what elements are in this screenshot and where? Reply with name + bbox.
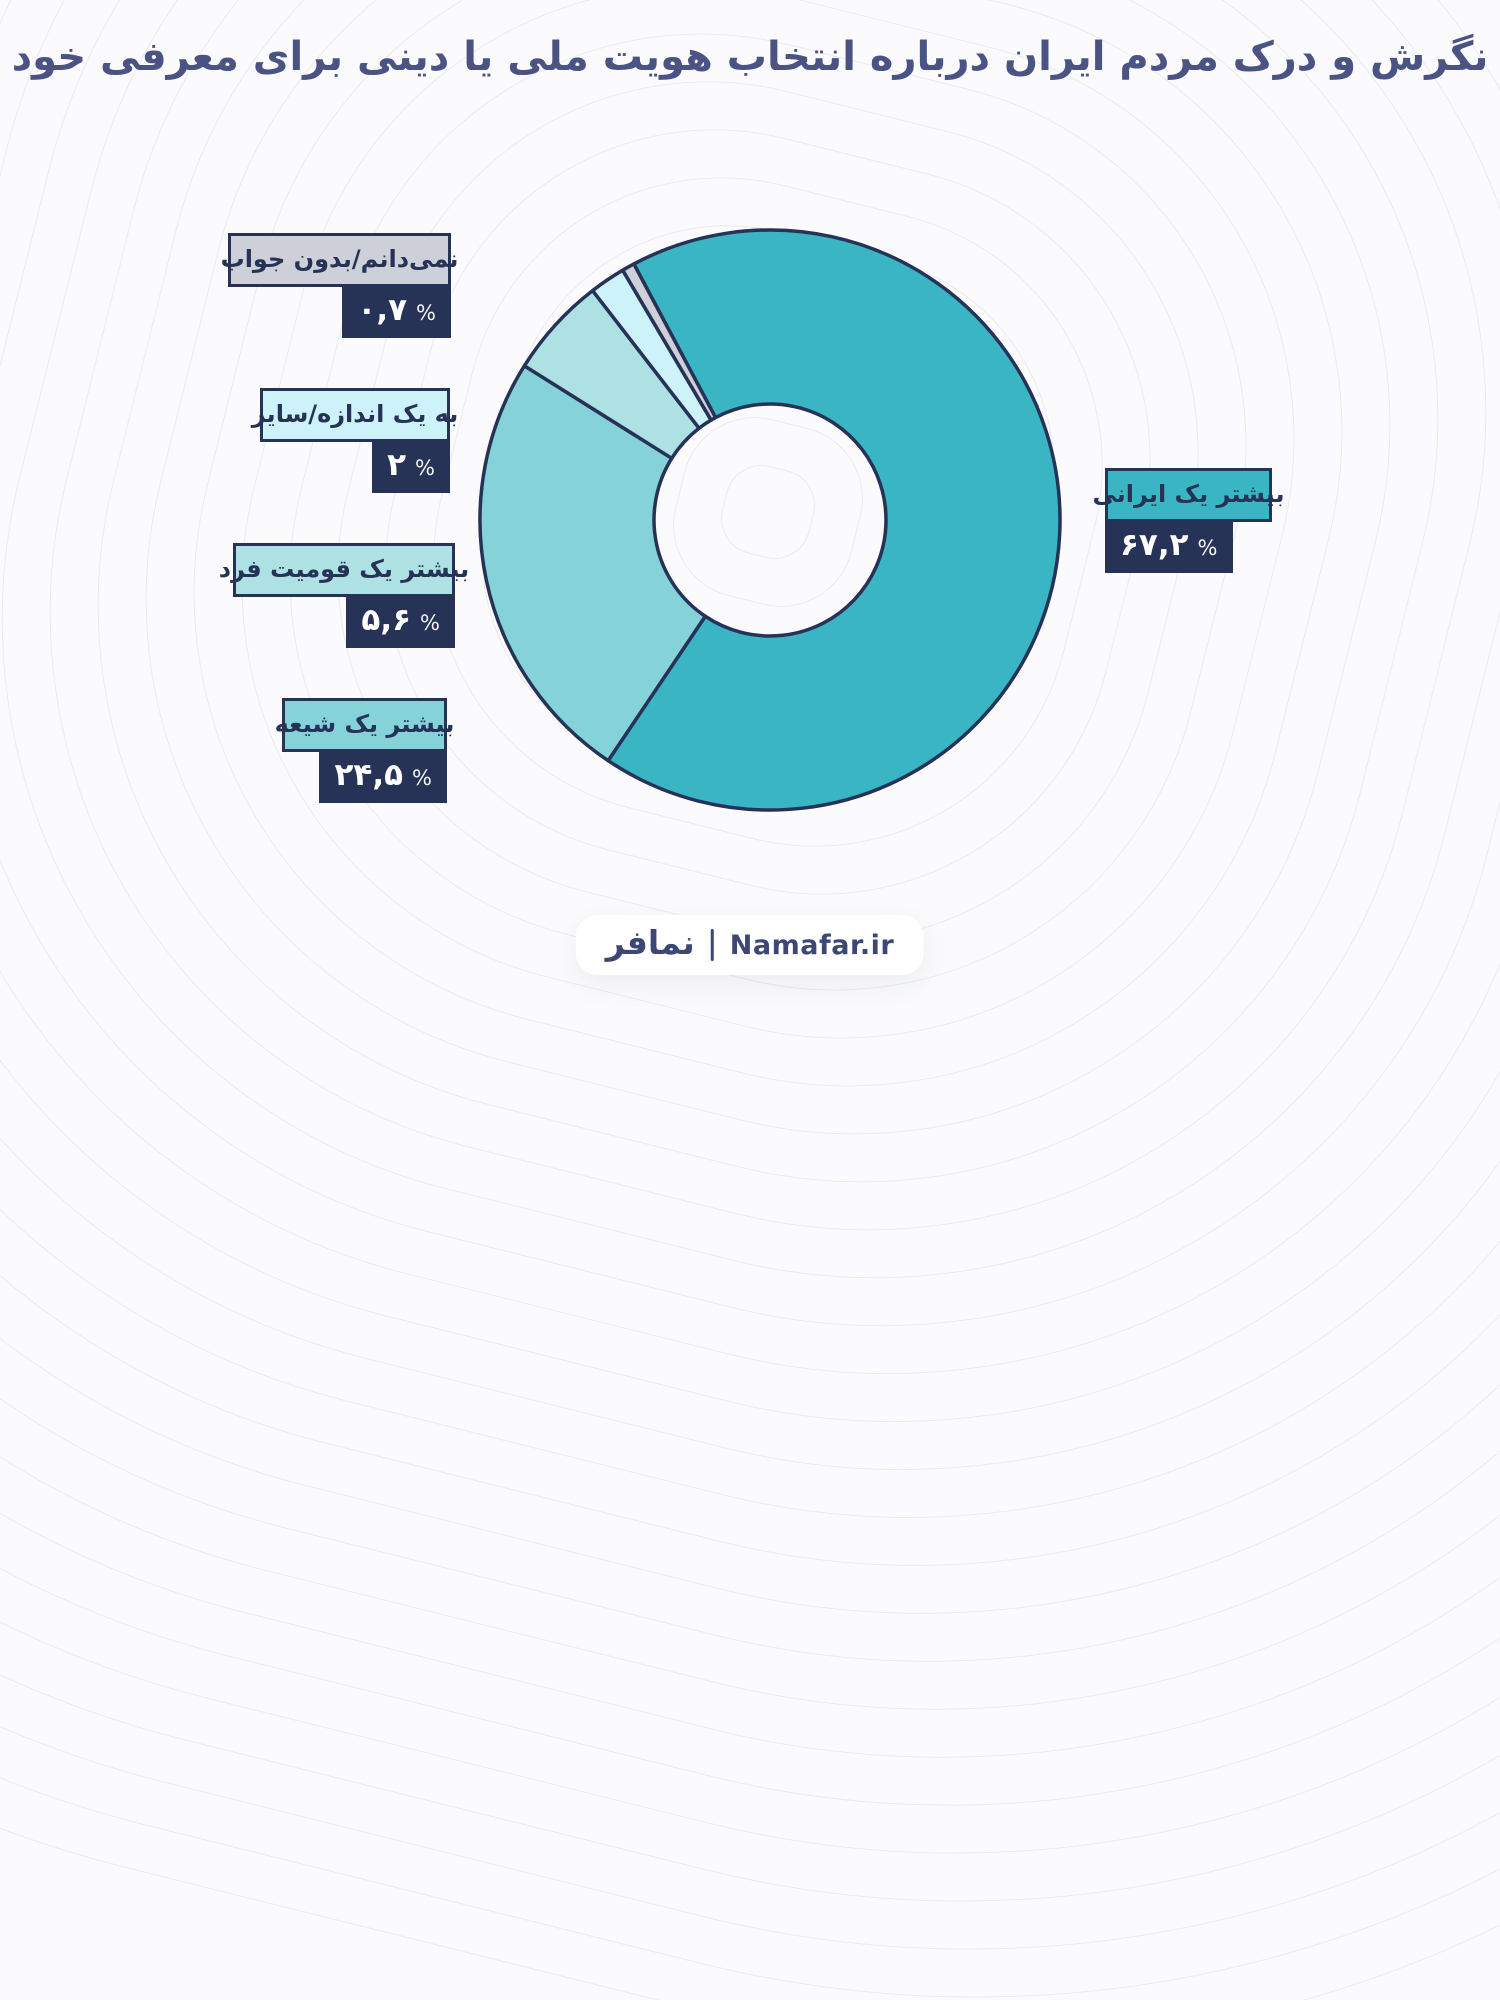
segment-label-equally-other: به یک اندازه/سایر bbox=[252, 388, 458, 442]
page-title: نگرش و درک مردم ایران درباره انتخاب هویت… bbox=[11, 34, 1489, 80]
percent-sign: % bbox=[412, 766, 432, 790]
value-digits: ۲ bbox=[387, 447, 407, 483]
percent-sign: % bbox=[415, 456, 435, 480]
segment-label-mostly-iranian: بیشتر یک ایرانی bbox=[1093, 468, 1284, 522]
site-url: Namafar.ir bbox=[729, 929, 895, 961]
segment-value-mostly-ethnicity: ۵,۶ % bbox=[346, 597, 455, 648]
donut-chart bbox=[470, 220, 1070, 820]
segment-label-dont-know: نمی‌دانم/بدون جواب bbox=[221, 233, 458, 287]
value-digits: ۵,۶ bbox=[361, 602, 412, 638]
percent-sign: % bbox=[416, 301, 436, 325]
donut-chart-svg bbox=[478, 228, 1062, 812]
donut-segment-1 bbox=[478, 364, 708, 763]
segment-label-mostly-ethnicity: بیشتر یک قومیت فرد bbox=[219, 543, 469, 597]
segment-value-dont-know: ۰,۷ % bbox=[342, 287, 451, 338]
segment-value-equally-other: ۲ % bbox=[372, 442, 450, 493]
value-digits: ۰,۷ bbox=[357, 292, 408, 328]
footer-branding: نمافر Namafar.ir bbox=[575, 915, 925, 975]
percent-sign: % bbox=[420, 611, 440, 635]
donut-segment-0 bbox=[606, 228, 1062, 812]
callout-mostly-ethnicity: بیشتر یک قومیت فرد ۵,۶ % bbox=[219, 543, 469, 648]
callout-dont-know: نمی‌دانم/بدون جواب ۰,۷ % bbox=[221, 233, 458, 338]
value-digits: ۶۷,۲ bbox=[1120, 527, 1189, 563]
segment-label-mostly-shia: بیشتر یک شیعه bbox=[275, 698, 454, 752]
callout-mostly-iranian: بیشتر یک ایرانی ۶۷,۲ % bbox=[1093, 468, 1284, 573]
segment-value-mostly-iranian: ۶۷,۲ % bbox=[1105, 522, 1233, 573]
segment-value-mostly-shia: ۲۴,۵ % bbox=[319, 752, 447, 803]
percent-sign: % bbox=[1197, 536, 1218, 560]
callout-mostly-shia: بیشتر یک شیعه ۲۴,۵ % bbox=[275, 698, 454, 803]
donut-segment-4 bbox=[620, 262, 718, 422]
value-digits: ۲۴,۵ bbox=[334, 757, 404, 793]
callout-equally-other: به یک اندازه/سایر ۲ % bbox=[252, 388, 458, 493]
namafar-logo: نمافر bbox=[605, 922, 695, 962]
logo-divider bbox=[710, 929, 714, 961]
